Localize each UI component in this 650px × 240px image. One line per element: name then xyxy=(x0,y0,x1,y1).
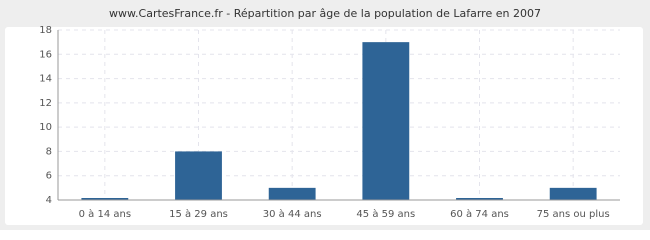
y-tick-label: 14 xyxy=(39,74,52,85)
y-tick-label: 8 xyxy=(46,146,52,157)
x-tick-label: 30 à 44 ans xyxy=(263,208,322,220)
bar xyxy=(81,198,129,200)
y-tick-label: 4 xyxy=(46,195,52,206)
y-tick-label: 12 xyxy=(39,98,52,109)
x-tick-label: 0 à 14 ans xyxy=(79,208,131,220)
x-tick-label: 45 à 59 ans xyxy=(356,208,415,220)
bar xyxy=(362,42,410,201)
bar xyxy=(456,198,503,200)
bar xyxy=(175,151,222,200)
panel xyxy=(5,27,643,225)
x-tick-label: 15 à 29 ans xyxy=(169,208,228,220)
chart: www.CartesFrance.fr - Répartition par âg… xyxy=(0,0,650,230)
bar xyxy=(268,187,316,200)
chart-title: www.CartesFrance.fr - Répartition par âg… xyxy=(109,7,541,20)
y-tick-label: 6 xyxy=(46,171,52,182)
bar xyxy=(549,187,597,200)
x-tick-label: 75 ans ou plus xyxy=(537,209,610,220)
y-tick-label: 18 xyxy=(39,25,52,36)
y-tick-label: 10 xyxy=(39,122,52,133)
x-tick-label: 60 à 74 ans xyxy=(450,208,509,220)
y-tick-label: 16 xyxy=(39,49,52,60)
